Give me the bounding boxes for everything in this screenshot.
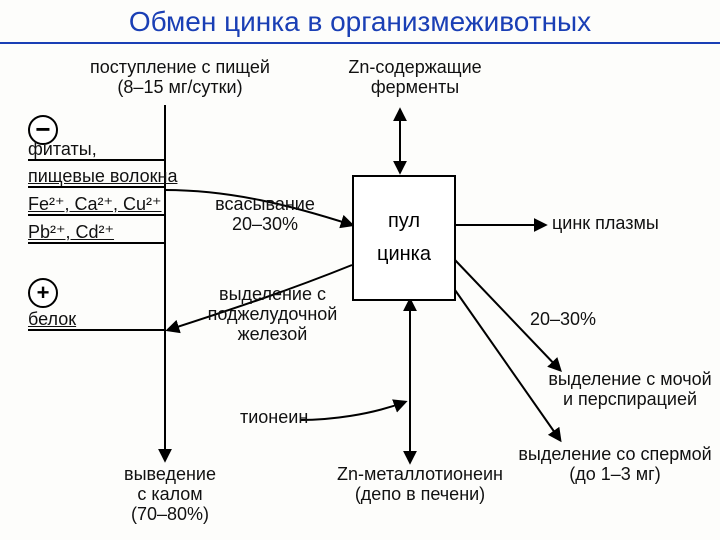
intake-l2: (8–15 мг/сутки)	[117, 77, 242, 97]
absorption-l1: всасывание	[215, 194, 315, 214]
metallothionein-l2: (депо в печени)	[355, 484, 485, 504]
fiber-label: пищевые волокна	[28, 167, 177, 187]
page-title: Обмен цинка в организмеживотных	[0, 6, 720, 44]
intake-l1: поступление с пищей	[90, 57, 270, 77]
thionein-label: тионеин	[240, 408, 308, 428]
phytates-label: фитаты,	[28, 140, 97, 160]
feces-l2: с калом	[137, 484, 202, 504]
ions1-label: Fe²⁺, Ca²⁺, Cu²⁺	[28, 195, 162, 215]
metallothionein-l1: Zn-металлотионеин	[337, 464, 503, 484]
percent-label: 20–30%	[530, 310, 596, 330]
plasma-label: цинк плазмы	[552, 214, 659, 234]
pancreatic-l2: поджелудочной	[208, 304, 338, 324]
absorption-l2: 20–30%	[232, 214, 298, 234]
sperm-l1: выделение со спермой	[518, 444, 711, 464]
ions2-label: Pb²⁺, Cd²⁺	[28, 223, 114, 243]
urine-label: выделение с мочой и перспирацией	[540, 370, 720, 410]
pancreatic-l1: выделение с	[219, 284, 326, 304]
pool-l1: пул	[388, 210, 420, 233]
zinc-pool-box: пул цинка	[352, 175, 456, 301]
pool-l2: цинка	[377, 243, 431, 266]
intake-label: поступление с пищей (8–15 мг/сутки)	[80, 58, 280, 98]
feces-l1: выведение	[124, 464, 216, 484]
pancreatic-label: выделение с поджелудочной железой	[195, 285, 350, 344]
enzymes-label: Zn-содержащие ферменты	[325, 58, 505, 98]
sperm-label: выделение со спермой (до 1–3 мг)	[510, 445, 720, 485]
plus-icon: +	[28, 278, 58, 308]
feces-l3: (70–80%)	[131, 504, 209, 524]
protein-label: белок	[28, 310, 76, 330]
feces-label: выведение с калом (70–80%)	[105, 465, 235, 524]
enzymes-l2: ферменты	[371, 77, 459, 97]
absorption-label: всасывание 20–30%	[200, 195, 330, 235]
urine-l1: выделение с мочой	[548, 369, 711, 389]
enzymes-l1: Zn-содержащие	[348, 57, 481, 77]
sperm-l2: (до 1–3 мг)	[569, 464, 660, 484]
urine-l2: и перспирацией	[563, 389, 697, 409]
pancreatic-l3: железой	[238, 324, 308, 344]
metallothionein-label: Zn-металлотионеин (депо в печени)	[325, 465, 515, 505]
